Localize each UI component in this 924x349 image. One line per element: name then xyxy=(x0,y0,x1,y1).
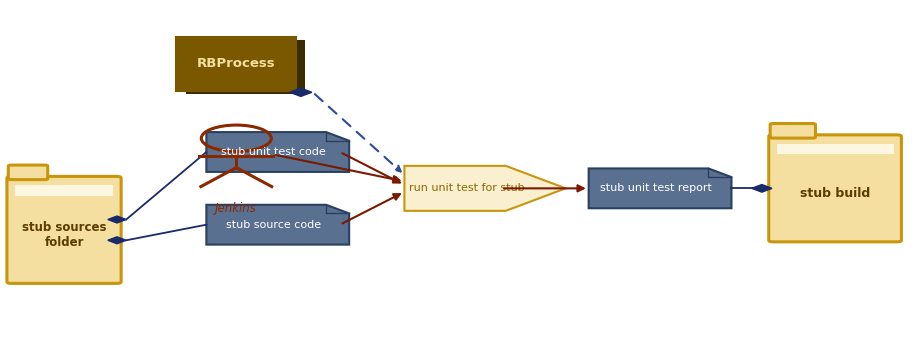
FancyBboxPatch shape xyxy=(8,165,48,180)
Text: RBProcess: RBProcess xyxy=(197,57,275,70)
Text: Jenkins: Jenkins xyxy=(215,202,257,215)
Bar xyxy=(186,40,306,94)
Polygon shape xyxy=(290,88,311,96)
Bar xyxy=(176,37,297,90)
Bar xyxy=(776,144,894,154)
Polygon shape xyxy=(206,205,349,245)
Bar xyxy=(15,185,114,196)
Polygon shape xyxy=(405,166,565,211)
FancyBboxPatch shape xyxy=(770,124,816,138)
Text: run unit test for stub: run unit test for stub xyxy=(409,183,525,193)
Polygon shape xyxy=(108,237,127,244)
FancyBboxPatch shape xyxy=(769,135,902,242)
Text: stub sources
folder: stub sources folder xyxy=(22,221,106,249)
Polygon shape xyxy=(206,132,349,172)
Text: stub unit test code: stub unit test code xyxy=(221,147,325,157)
Polygon shape xyxy=(589,169,732,208)
Text: stub source code: stub source code xyxy=(225,220,321,230)
Polygon shape xyxy=(752,185,772,192)
FancyBboxPatch shape xyxy=(6,176,121,283)
Text: stub build: stub build xyxy=(800,187,870,200)
Polygon shape xyxy=(108,216,127,223)
Text: stub unit test report: stub unit test report xyxy=(600,183,711,193)
